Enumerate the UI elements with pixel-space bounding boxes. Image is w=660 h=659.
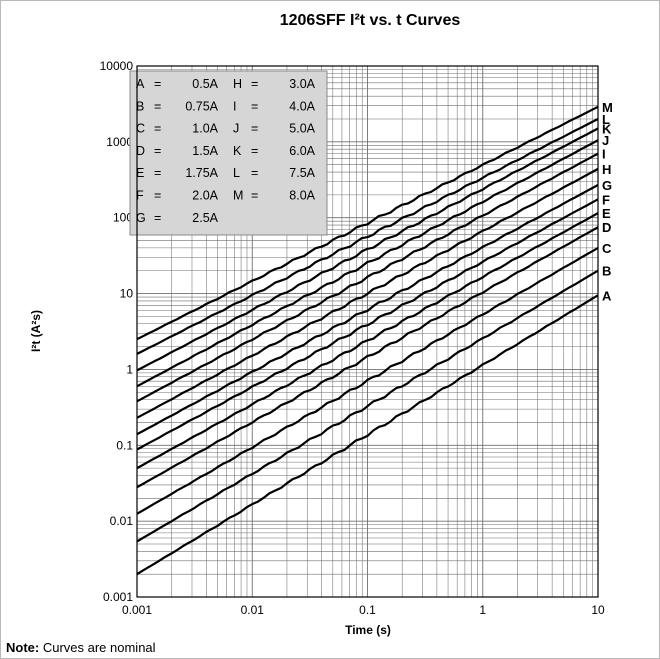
legend-value: 0.75A xyxy=(185,99,218,113)
legend-value: 1.0A xyxy=(192,122,218,136)
y-tick-label: 10 xyxy=(120,287,134,301)
y-tick-label: 0.01 xyxy=(110,514,134,528)
x-tick-label: 0.01 xyxy=(241,603,265,617)
series-label-D: D xyxy=(602,220,611,235)
legend-value: 1.75A xyxy=(185,166,218,180)
legend-value: 8.0A xyxy=(289,189,315,203)
legend-equals: = xyxy=(251,144,258,158)
legend-equals: = xyxy=(251,77,258,91)
legend-equals: = xyxy=(251,166,258,180)
series-label-G: G xyxy=(602,178,612,193)
series-label-F: F xyxy=(602,192,610,207)
x-tick-label: 0.1 xyxy=(359,603,376,617)
series-line-G xyxy=(136,184,599,436)
legend-key: I xyxy=(233,99,236,113)
legend-value: 6.0A xyxy=(289,144,315,158)
legend-equals: = xyxy=(154,189,161,203)
y-tick-label: 1000 xyxy=(106,135,133,149)
series-label-E: E xyxy=(602,206,611,221)
series-line-F xyxy=(136,198,599,451)
series-line-D xyxy=(136,226,599,489)
legend-equals: = xyxy=(154,77,161,91)
y-axis-label: I²t (A²s) xyxy=(29,310,43,352)
legend-key: M xyxy=(233,189,243,203)
series-label-C: C xyxy=(602,241,612,256)
legend-entries: A = 0.5A B = 0.75A C = 1.0A D = 1.5A E = 1.75A F = 2.0A G =… xyxy=(136,77,316,225)
series-label-J: J xyxy=(602,133,609,148)
chart-title: 1206SFF I²t vs. t Curves xyxy=(280,12,461,29)
series-label-B: B xyxy=(602,264,611,279)
legend-key: A xyxy=(136,77,145,91)
legend-value: 1.5A xyxy=(192,144,218,158)
legend-value: 2.5A xyxy=(192,211,218,225)
x-tick-label: 1 xyxy=(479,603,486,617)
legend-key: H xyxy=(233,77,242,91)
legend xyxy=(129,70,328,236)
legend-value: 0.5A xyxy=(192,77,218,91)
legend-value: 3.0A xyxy=(289,77,315,91)
legend-value: 4.0A xyxy=(289,99,315,113)
series-line-H xyxy=(136,167,599,419)
y-tick-label: 1 xyxy=(126,362,133,376)
plot-area-border xyxy=(136,65,599,598)
tick-labels: 0.001 0.01 0.1 1 10 0.001 0.01 0.1 1 10 100 1000 100… xyxy=(100,59,605,617)
note-text: Curves are nominal xyxy=(39,640,156,655)
series-line-I xyxy=(136,152,599,403)
series-line-K xyxy=(136,127,599,372)
series-label-H: H xyxy=(602,162,611,177)
legend-equals: = xyxy=(154,99,161,113)
y-tick-label: 10000 xyxy=(100,59,134,73)
series-line-A xyxy=(136,294,599,576)
legend-key: D xyxy=(136,144,145,158)
footnote: Note: Curves are nominal xyxy=(6,640,156,655)
legend-key: C xyxy=(136,122,145,136)
legend-equals: = xyxy=(251,99,258,113)
legend-key: L xyxy=(233,166,240,180)
series-line-B xyxy=(136,269,599,543)
series-label-L: L xyxy=(602,112,610,127)
legend-equals: = xyxy=(154,144,161,158)
series-lines xyxy=(136,105,599,576)
i2t-chart: 1206SFF I²t vs. t Curves 0.001 0.01 0.1 1 10… xyxy=(29,12,613,637)
legend-value: 7.5A xyxy=(289,166,315,180)
series-line-E xyxy=(136,212,599,470)
series-line-J xyxy=(136,139,599,388)
legend-key: K xyxy=(233,144,242,158)
legend-equals: = xyxy=(154,166,161,180)
series-line-C xyxy=(136,246,599,515)
series-label-K: K xyxy=(602,121,612,136)
y-tick-label: 100 xyxy=(113,211,133,225)
legend-key: J xyxy=(233,122,239,136)
legend-key: F xyxy=(136,189,144,203)
x-tick-label: 10 xyxy=(591,603,605,617)
y-tick-label: 0.1 xyxy=(116,438,133,452)
series-label-I: I xyxy=(602,147,606,162)
series-line-L xyxy=(136,118,599,355)
legend-equals: = xyxy=(154,122,161,136)
legend-key: E xyxy=(136,166,144,180)
series-line-M xyxy=(136,105,599,341)
note-label: Note: xyxy=(6,640,40,655)
legend-key: B xyxy=(136,99,144,113)
legend-equals: = xyxy=(251,189,258,203)
x-axis-label: Time (s) xyxy=(345,623,391,637)
x-tick-label: 0.001 xyxy=(122,603,152,617)
legend-value: 2.0A xyxy=(192,189,218,203)
legend-equals: = xyxy=(154,211,161,225)
series-label-A: A xyxy=(602,288,612,303)
series-label-M: M xyxy=(602,100,613,115)
legend-equals: = xyxy=(251,122,258,136)
legend-key: G xyxy=(136,211,146,225)
y-tick-label: 0.001 xyxy=(103,590,133,604)
legend-value: 5.0A xyxy=(289,122,315,136)
